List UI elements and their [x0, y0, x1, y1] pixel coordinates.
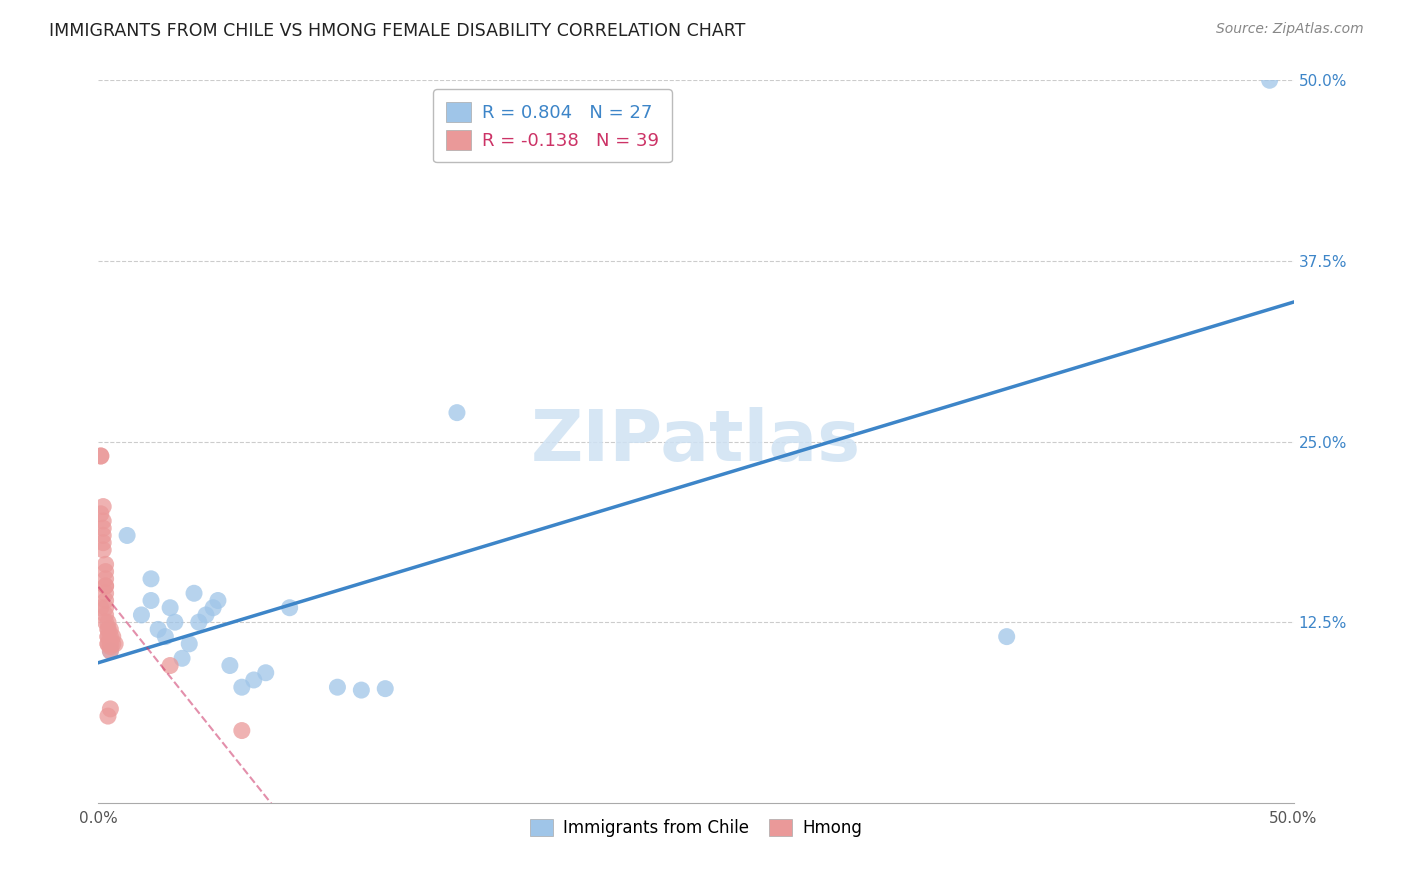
Point: [97, 709, 120, 723]
Point: [350, 683, 373, 698]
Point: [91, 535, 114, 549]
Point: [207, 593, 229, 607]
Point: [243, 673, 266, 687]
Point: [91, 528, 114, 542]
Point: [94, 607, 117, 622]
Point: [91, 542, 114, 557]
Point: [94, 579, 117, 593]
Point: [98, 702, 122, 716]
Point: [94, 600, 117, 615]
Point: [94, 565, 117, 579]
Point: [97, 623, 120, 637]
Point: [139, 572, 162, 586]
Point: [202, 600, 225, 615]
Point: [446, 406, 468, 420]
Point: [98, 637, 122, 651]
Point: [278, 600, 301, 615]
Point: [97, 630, 120, 644]
Point: [139, 593, 162, 607]
Text: Source: ZipAtlas.com: Source: ZipAtlas.com: [1216, 22, 1364, 37]
Point: [326, 680, 349, 694]
Point: [97, 623, 120, 637]
Point: [90, 449, 112, 463]
Point: [97, 637, 120, 651]
Point: [97, 637, 120, 651]
Point: [179, 637, 201, 651]
Point: [104, 637, 127, 651]
Point: [231, 723, 253, 738]
Point: [101, 637, 124, 651]
Point: [91, 514, 114, 528]
Point: [94, 572, 117, 586]
Point: [94, 593, 117, 607]
Point: [90, 449, 112, 463]
Point: [163, 615, 186, 630]
Point: [231, 680, 253, 694]
Text: ZIPatlas: ZIPatlas: [531, 407, 860, 476]
Point: [172, 651, 194, 665]
Point: [94, 558, 117, 572]
Point: [254, 665, 277, 680]
Point: [98, 623, 122, 637]
Point: [195, 607, 218, 622]
Point: [159, 658, 181, 673]
Point: [148, 623, 170, 637]
Point: [91, 521, 114, 535]
Point: [131, 607, 153, 622]
Point: [98, 630, 122, 644]
Text: IMMIGRANTS FROM CHILE VS HMONG FEMALE DISABILITY CORRELATION CHART: IMMIGRANTS FROM CHILE VS HMONG FEMALE DI…: [49, 22, 745, 40]
Point: [219, 658, 242, 673]
Point: [187, 615, 209, 630]
Legend: Immigrants from Chile, Hmong: Immigrants from Chile, Hmong: [522, 810, 870, 845]
Point: [995, 630, 1018, 644]
Point: [1258, 73, 1281, 87]
Point: [115, 528, 138, 542]
Point: [97, 615, 120, 630]
Point: [155, 630, 177, 644]
Point: [159, 600, 181, 615]
Point: [97, 630, 120, 644]
Point: [94, 579, 117, 593]
Point: [94, 615, 117, 630]
Point: [90, 507, 112, 521]
Point: [98, 644, 122, 658]
Point: [374, 681, 396, 696]
Point: [90, 600, 112, 615]
Point: [183, 586, 205, 600]
Point: [98, 640, 122, 654]
Point: [101, 630, 124, 644]
Point: [98, 644, 122, 658]
Point: [91, 500, 114, 514]
Point: [94, 586, 117, 600]
